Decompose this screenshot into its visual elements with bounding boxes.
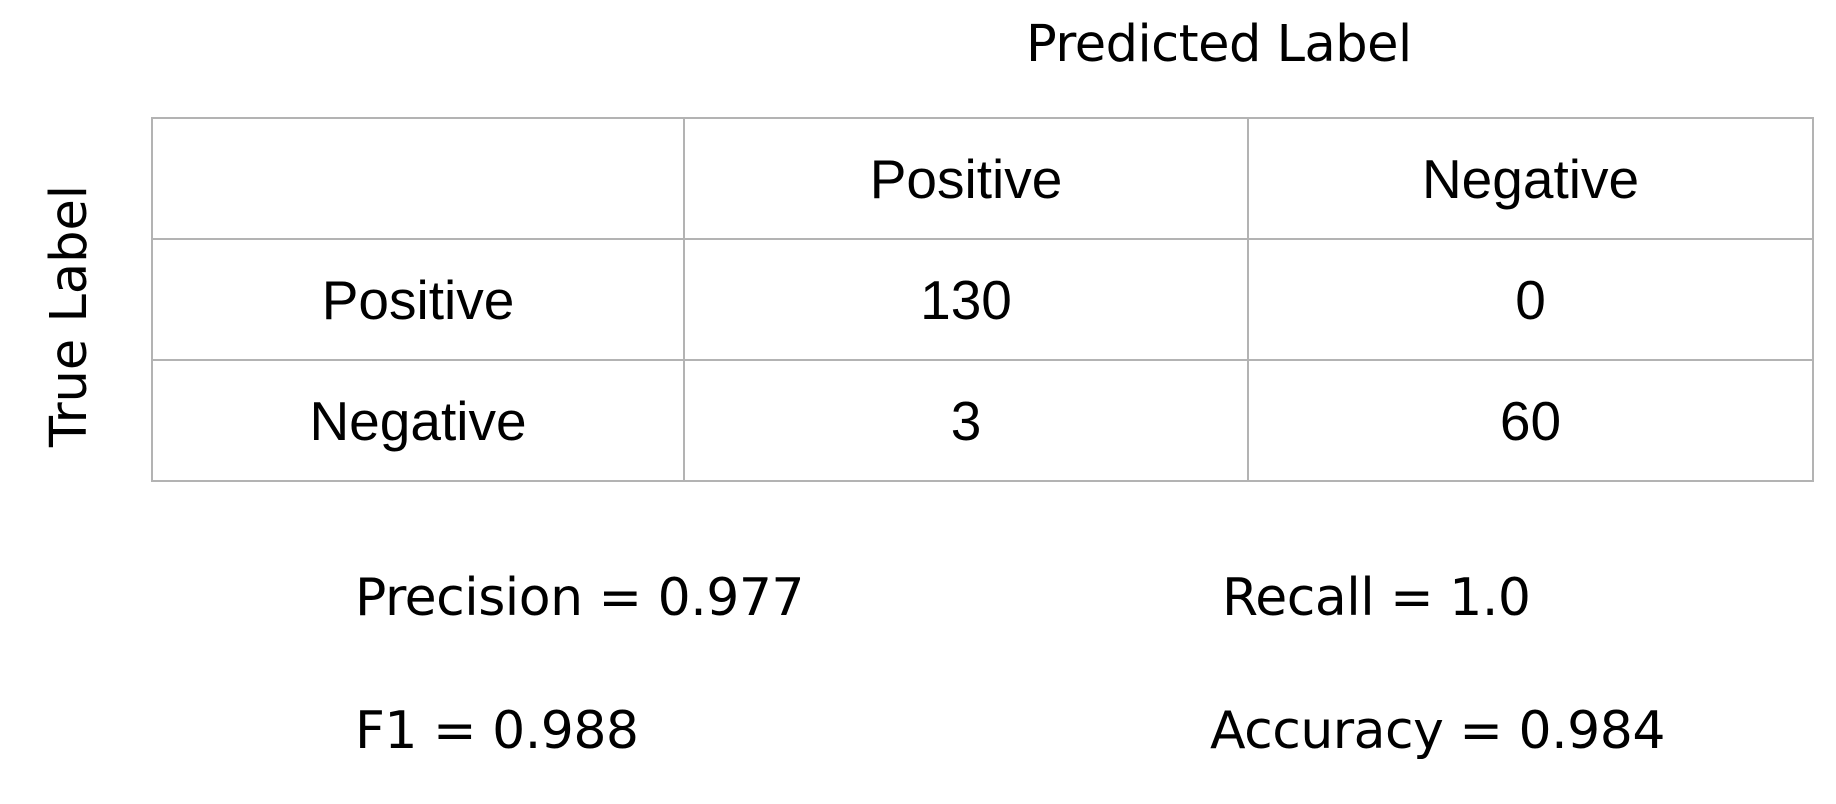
row-header-positive: Positive [151,238,685,361]
true-label-title: True Label [40,184,99,448]
cell-true-negative: 60 [1247,359,1814,482]
cell-true-positive: 130 [683,238,1249,361]
row-header-negative: Negative [151,359,685,482]
corner-cell [151,117,685,240]
predicted-label-title: Predicted Label [1026,15,1412,74]
cell-false-negative: 0 [1247,238,1814,361]
header-row: Positive Negative [151,117,1814,240]
cell-false-positive: 3 [683,359,1249,482]
accuracy-metric: Accuracy = 0.984 [1210,701,1665,761]
confusion-matrix: Positive Negative Positive 130 0 Negativ… [151,117,1814,482]
precision-metric: Precision = 0.977 [355,568,805,628]
recall-metric: Recall = 1.0 [1222,568,1531,628]
column-header-positive: Positive [683,117,1249,240]
f1-metric: F1 = 0.988 [355,701,639,761]
matrix-row-negative: Negative 3 60 [151,359,1814,482]
column-header-negative: Negative [1247,117,1814,240]
matrix-row-positive: Positive 130 0 [151,238,1814,361]
